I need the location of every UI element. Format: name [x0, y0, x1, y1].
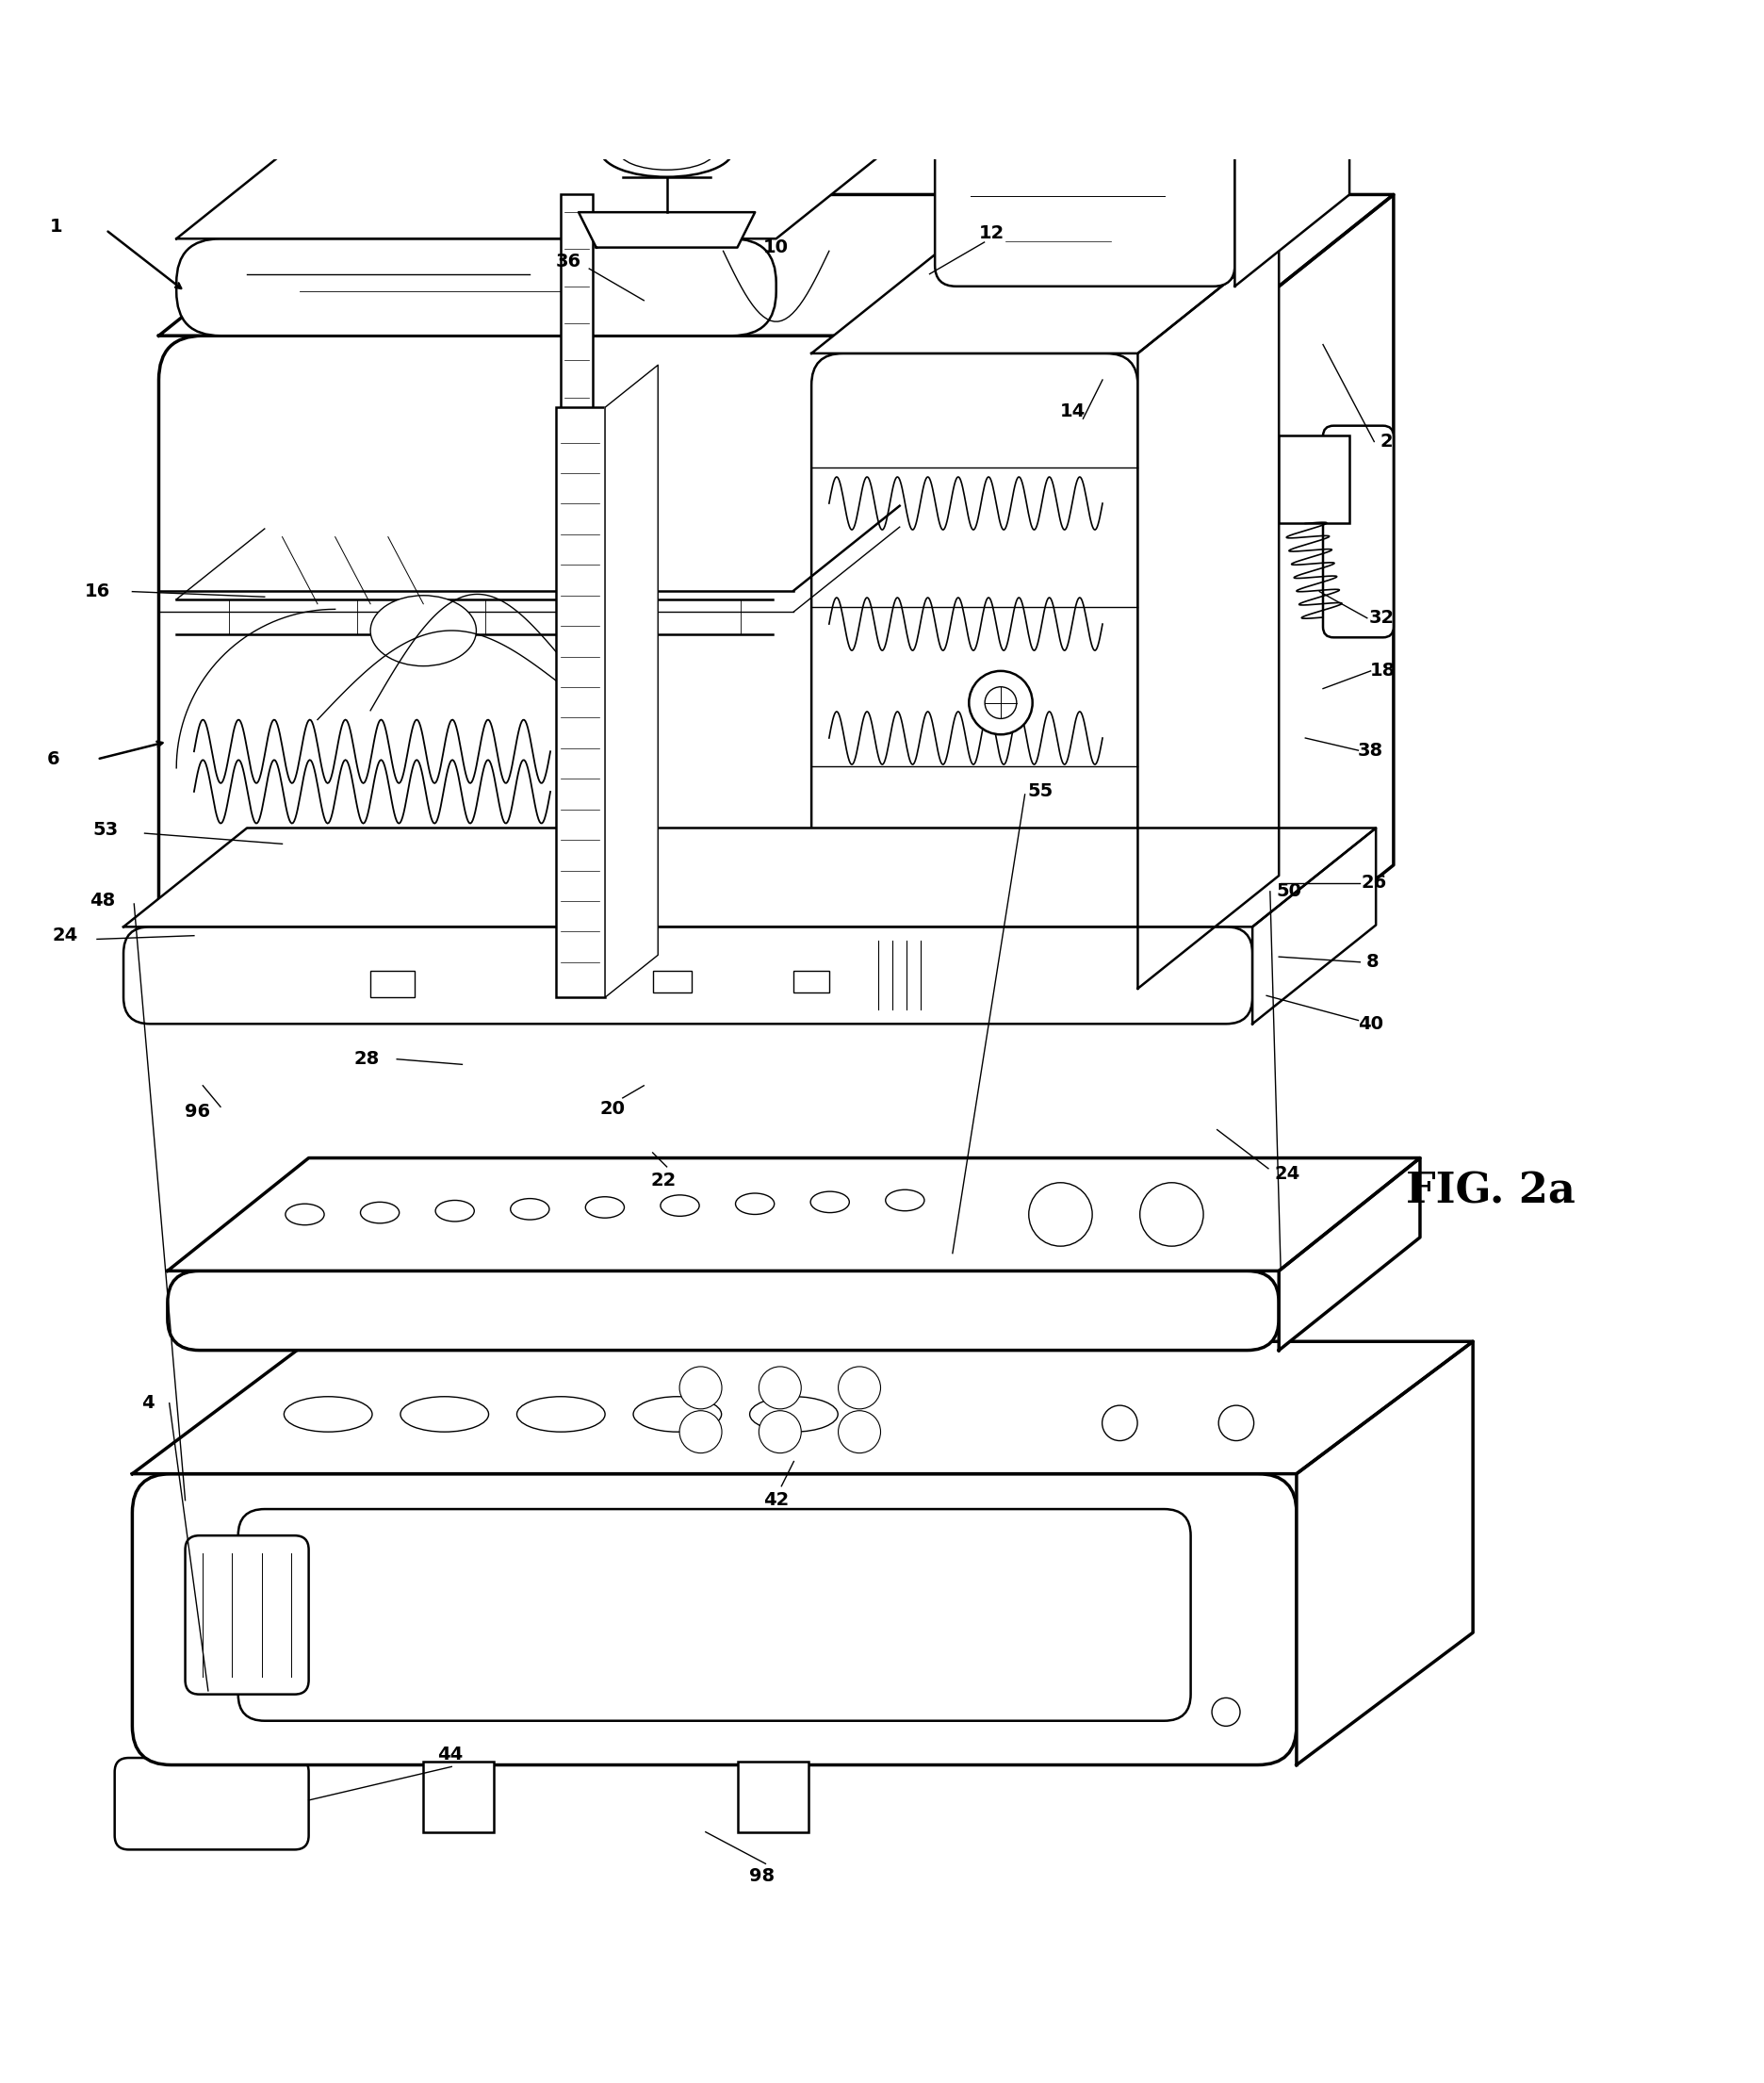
- Ellipse shape: [286, 1204, 325, 1225]
- Text: 40: 40: [1358, 1014, 1383, 1033]
- Polygon shape: [132, 1341, 1473, 1475]
- Text: 20: 20: [600, 1100, 624, 1116]
- Text: 22: 22: [651, 1173, 676, 1189]
- Ellipse shape: [600, 125, 734, 177]
- Text: 10: 10: [764, 240, 789, 256]
- Ellipse shape: [750, 1396, 838, 1431]
- Polygon shape: [605, 365, 658, 998]
- Polygon shape: [1252, 829, 1376, 1025]
- Circle shape: [984, 687, 1016, 719]
- Bar: [794, 971, 829, 992]
- Text: 1: 1: [49, 217, 64, 235]
- Bar: [1279, 435, 1349, 523]
- Text: 14: 14: [1060, 402, 1085, 421]
- FancyBboxPatch shape: [238, 1508, 1191, 1721]
- Polygon shape: [1235, 44, 1349, 285]
- Circle shape: [1102, 1406, 1138, 1441]
- Polygon shape: [159, 194, 1394, 335]
- Text: 50: 50: [1277, 883, 1302, 900]
- Text: 8: 8: [1365, 954, 1379, 971]
- Text: 26: 26: [1362, 873, 1387, 892]
- FancyBboxPatch shape: [176, 240, 776, 335]
- Text: 36: 36: [556, 252, 580, 271]
- Circle shape: [679, 1410, 721, 1454]
- Polygon shape: [168, 1158, 1420, 1271]
- Circle shape: [1219, 1406, 1254, 1441]
- Circle shape: [838, 1410, 880, 1454]
- Bar: [561, 194, 593, 637]
- Circle shape: [968, 671, 1032, 735]
- Polygon shape: [1297, 1341, 1473, 1764]
- Text: 96: 96: [185, 1104, 210, 1121]
- Ellipse shape: [360, 1202, 399, 1223]
- Polygon shape: [123, 829, 1376, 927]
- Text: 98: 98: [750, 1866, 774, 1885]
- Ellipse shape: [400, 1396, 489, 1431]
- Ellipse shape: [619, 131, 716, 171]
- Text: 32: 32: [1369, 608, 1394, 627]
- Circle shape: [838, 1366, 880, 1408]
- Text: 2: 2: [1379, 433, 1394, 450]
- Text: 48: 48: [90, 892, 115, 910]
- Circle shape: [759, 1366, 801, 1408]
- Polygon shape: [1279, 1158, 1420, 1350]
- Text: 12: 12: [979, 225, 1004, 242]
- FancyBboxPatch shape: [935, 135, 1235, 285]
- Text: 44: 44: [437, 1746, 462, 1764]
- Text: FIG. 2a: FIG. 2a: [1406, 1171, 1575, 1212]
- Circle shape: [1212, 1698, 1240, 1727]
- FancyBboxPatch shape: [132, 1475, 1297, 1764]
- FancyBboxPatch shape: [159, 335, 1217, 1006]
- Ellipse shape: [736, 1194, 774, 1214]
- FancyBboxPatch shape: [115, 1758, 309, 1850]
- Circle shape: [1028, 1183, 1092, 1246]
- Text: 6: 6: [46, 750, 60, 769]
- Polygon shape: [579, 212, 755, 248]
- Ellipse shape: [660, 1196, 699, 1216]
- Bar: [737, 1762, 808, 1831]
- FancyBboxPatch shape: [168, 1271, 1279, 1350]
- Text: 38: 38: [1358, 742, 1383, 760]
- Polygon shape: [1217, 194, 1394, 1006]
- Text: 4: 4: [141, 1394, 155, 1412]
- Circle shape: [1140, 1183, 1203, 1246]
- Text: 42: 42: [764, 1491, 789, 1510]
- Ellipse shape: [586, 1198, 624, 1219]
- Ellipse shape: [633, 1396, 721, 1431]
- Ellipse shape: [810, 1191, 848, 1212]
- Ellipse shape: [510, 1198, 549, 1221]
- Circle shape: [759, 1410, 801, 1454]
- Ellipse shape: [370, 596, 476, 667]
- Bar: [423, 1762, 494, 1831]
- Bar: [653, 971, 691, 992]
- FancyBboxPatch shape: [1323, 425, 1394, 637]
- Ellipse shape: [886, 1189, 924, 1210]
- Text: 53: 53: [93, 821, 118, 839]
- Polygon shape: [935, 44, 1349, 135]
- Circle shape: [679, 1366, 721, 1408]
- Ellipse shape: [517, 1396, 605, 1431]
- Text: 24: 24: [53, 927, 78, 944]
- Text: 28: 28: [355, 1050, 379, 1069]
- Text: 55: 55: [1028, 781, 1053, 800]
- Text: 18: 18: [1371, 662, 1395, 679]
- Bar: [556, 408, 605, 998]
- Ellipse shape: [284, 1396, 372, 1431]
- FancyBboxPatch shape: [811, 354, 1138, 989]
- Polygon shape: [1138, 240, 1279, 989]
- Text: 24: 24: [1275, 1164, 1300, 1183]
- Text: 16: 16: [85, 583, 109, 600]
- Polygon shape: [811, 240, 1279, 354]
- FancyBboxPatch shape: [123, 927, 1252, 1025]
- Bar: [370, 971, 415, 998]
- Ellipse shape: [436, 1200, 475, 1221]
- Polygon shape: [176, 140, 900, 240]
- FancyBboxPatch shape: [185, 1535, 309, 1693]
